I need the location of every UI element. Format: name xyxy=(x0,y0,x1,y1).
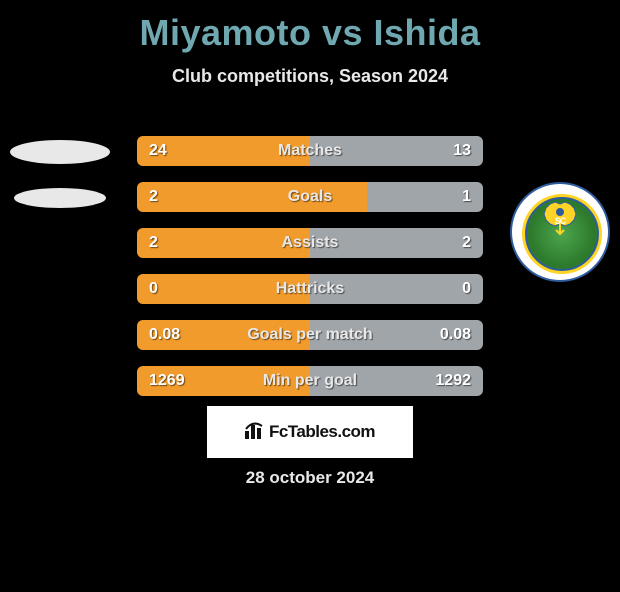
stat-value-left: 2 xyxy=(149,182,158,212)
stat-value-left: 0.08 xyxy=(149,320,180,350)
stat-row: Min per goal1269 1292 xyxy=(137,366,483,396)
stat-row: Goals per match0.08 0.08 xyxy=(137,320,483,350)
stat-row: Hattricks0 0 xyxy=(137,274,483,304)
badge-sc-label: SC xyxy=(512,216,608,226)
date-label: 28 october 2024 xyxy=(0,468,620,488)
club-badge-right: SC xyxy=(510,182,610,282)
stat-label: Assists xyxy=(137,228,483,258)
footer-brand-text: FcTables.com xyxy=(269,422,375,442)
stat-value-left: 0 xyxy=(149,274,158,304)
stat-label: Matches xyxy=(137,136,483,166)
stat-value-right: 2 xyxy=(462,228,471,258)
stat-row: Goals2 1 xyxy=(137,182,483,212)
stat-value-left: 1269 xyxy=(149,366,185,396)
stat-label: Goals per match xyxy=(137,320,483,350)
stat-value-right: 0.08 xyxy=(440,320,471,350)
silhouette-head xyxy=(10,140,110,164)
stat-value-right: 1 xyxy=(462,182,471,212)
stat-label: Goals xyxy=(137,182,483,212)
stat-value-right: 1292 xyxy=(435,366,471,396)
page-title: Miyamoto vs Ishida xyxy=(0,12,620,54)
stat-value-left: 2 xyxy=(149,228,158,258)
stat-value-right: 0 xyxy=(462,274,471,304)
subtitle: Club competitions, Season 2024 xyxy=(0,66,620,87)
stat-row: Matches24 13 xyxy=(137,136,483,166)
stat-value-left: 24 xyxy=(149,136,167,166)
silhouette-shoulders xyxy=(14,188,106,208)
fctables-bars-icon xyxy=(245,421,265,444)
footer-brand-box: FcTables.com xyxy=(207,406,413,458)
stat-value-right: 13 xyxy=(453,136,471,166)
badge-outer-circle: SC xyxy=(510,182,610,282)
stat-label: Min per goal xyxy=(137,366,483,396)
stat-row: Assists2 2 xyxy=(137,228,483,258)
player-left-silhouette xyxy=(10,140,110,240)
stats-table: Matches2413Goals21Assists22Hattricks00Go… xyxy=(137,136,483,412)
fctables-logo: FcTables.com xyxy=(245,421,375,444)
stat-label: Hattricks xyxy=(137,274,483,304)
